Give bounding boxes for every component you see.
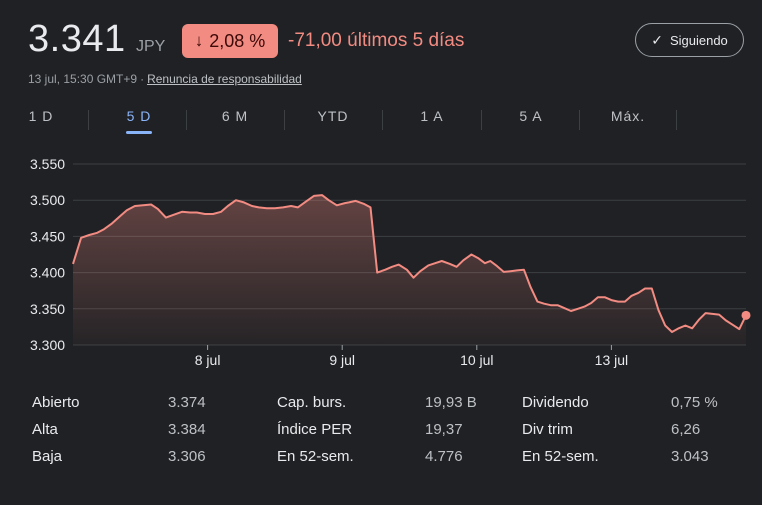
price: 3.341 [28, 18, 126, 60]
last-price-dot [741, 310, 751, 320]
tab-divider [186, 110, 187, 130]
stat-value-52w-low: 3.043 [671, 448, 709, 465]
stat-value-open: 3.374 [168, 394, 206, 411]
follow-button[interactable]: ✓ Siguiendo [635, 23, 744, 57]
price-line [72, 194, 747, 333]
stat-label-dividend: Dividendo [522, 394, 589, 411]
tab-1d[interactable]: 1 D [28, 108, 54, 124]
currency: JPY [136, 38, 166, 55]
stat-value-dividend: 0,75 % [671, 394, 718, 411]
stat-label-52w-low: En 52-sem. [522, 448, 599, 465]
tab-divider [481, 110, 482, 130]
tab-divider [579, 110, 580, 130]
stat-value-52w-high: 4.776 [425, 448, 463, 465]
stat-label-high: Alta [32, 421, 58, 438]
y-tick-label: 3.550 [30, 156, 65, 172]
tab-5d[interactable]: 5 D [104, 108, 174, 134]
stat-value-pe: 19,37 [425, 421, 463, 438]
tab-1a[interactable]: 1 A [420, 108, 444, 124]
y-tick-label: 3.350 [30, 301, 65, 317]
x-tick-label: 9 jul [329, 352, 355, 368]
y-tick-label: 3.500 [30, 192, 65, 208]
stat-value-market-cap: 19,93 B [425, 394, 477, 411]
stat-value-high: 3.384 [168, 421, 206, 438]
follow-label: Siguiendo [669, 32, 728, 48]
x-tick-label: 13 jul [595, 352, 628, 368]
change-badge: ↓ 2,08 % [182, 24, 278, 58]
tab-5a[interactable]: 5 A [519, 108, 543, 124]
y-tick-label: 3.450 [30, 228, 65, 244]
change-text: -71,00 últimos 5 días [288, 30, 465, 51]
timestamp-line: 13 jul, 15:30 GMT+9 · Renuncia de responsa… [28, 72, 302, 86]
check-icon: ✓ [651, 31, 663, 48]
tab-6m[interactable]: 6 M [221, 108, 249, 124]
stat-label-pe: Índice PER [277, 421, 353, 438]
price-area [73, 195, 746, 345]
x-tick-label: 8 jul [195, 352, 221, 368]
tab-max[interactable]: Máx. [610, 108, 646, 124]
y-tick-label: 3.400 [30, 265, 65, 281]
stat-label-open: Abierto [32, 394, 80, 411]
price-chart[interactable]: 3.550 3.500 3.450 3.400 3.350 3.300 8 jul 9 ju… [0, 150, 762, 380]
stat-label-52w-high: En 52-sem. [277, 448, 354, 465]
tab-divider [382, 110, 383, 130]
stat-label-div-quarterly: Div trim [522, 421, 573, 438]
arrow-down-icon: ↓ [194, 31, 204, 50]
tab-divider [88, 110, 89, 130]
separator: · [140, 72, 145, 86]
stat-value-div-quarterly: 6,26 [671, 421, 701, 438]
y-tick-label: 3.300 [30, 337, 65, 353]
stat-label-low: Baja [32, 448, 63, 465]
tab-ytd[interactable]: YTD [317, 108, 349, 124]
stat-value-low: 3.306 [168, 448, 206, 465]
range-tabs: 1 D 5 D 6 M YTD 1 A 5 A Máx. [0, 108, 762, 134]
disclaimer-link[interactable]: Renuncia de responsabilidad [147, 72, 302, 86]
tab-divider [676, 110, 677, 130]
timestamp: 13 jul, 15:30 GMT+9 [28, 72, 138, 86]
tab-divider [284, 110, 285, 130]
change-percent: 2,08 % [209, 30, 266, 51]
x-tick-label: 10 jul [460, 352, 493, 368]
stat-label-market-cap: Cap. burs. [277, 394, 347, 411]
